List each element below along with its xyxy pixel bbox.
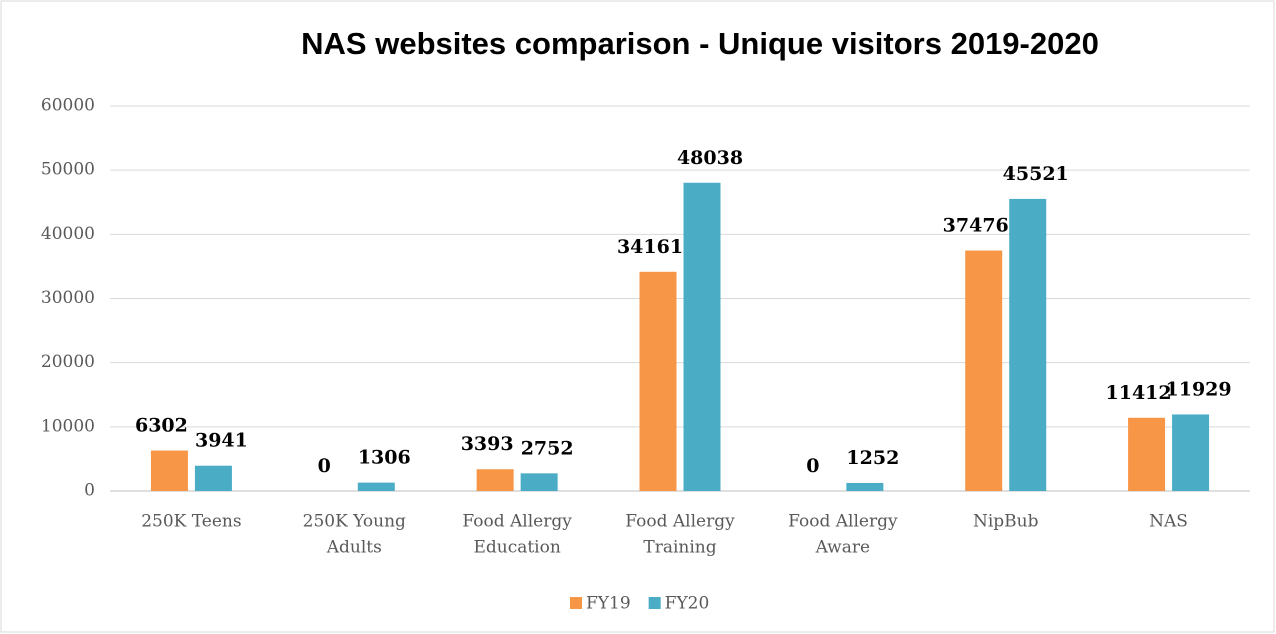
value-label: 45521: [1003, 163, 1069, 185]
value-label: 11929: [1166, 378, 1232, 400]
y-tick-label: 0: [84, 481, 95, 501]
y-tick-label: 60000: [41, 96, 95, 116]
value-label: 0: [318, 455, 331, 477]
value-label: 2752: [521, 437, 574, 459]
value-label: 48038: [677, 147, 743, 169]
x-tick-label: Food Allergy: [625, 512, 735, 532]
bar: [639, 271, 677, 491]
bar: [683, 182, 721, 491]
legend-label: FY20: [665, 594, 710, 614]
x-tick-label: Food Allergy: [462, 512, 572, 532]
bar: [1172, 414, 1210, 491]
value-label: 1306: [358, 447, 411, 469]
y-tick-label: 40000: [41, 224, 95, 244]
bar: [150, 450, 188, 491]
bar: [965, 250, 1003, 491]
y-tick-label: 10000: [41, 416, 95, 436]
value-label: 3393: [461, 433, 514, 455]
bar: [1128, 417, 1166, 491]
bar: [520, 473, 558, 491]
y-tick-label: 20000: [41, 352, 95, 372]
value-label: 11412: [1106, 382, 1172, 404]
legend-swatch: [570, 597, 582, 609]
x-tick-label: NipBub: [973, 512, 1039, 532]
bar: [476, 469, 514, 491]
value-label: 6302: [135, 415, 188, 437]
value-label: 0: [806, 455, 819, 477]
x-tick-label: Training: [643, 538, 716, 558]
x-tick-label: Aware: [815, 538, 870, 558]
value-label: 34161: [617, 236, 683, 258]
legend-swatch: [648, 597, 661, 609]
x-tick-label: 250K Young: [303, 512, 406, 532]
x-tick-label: Education: [473, 538, 560, 558]
bar: [846, 482, 884, 491]
bar: [357, 482, 395, 491]
value-label: 37476: [943, 215, 1009, 237]
x-tick-label: Food Allergy: [788, 512, 898, 532]
bar: [1009, 198, 1047, 491]
y-tick-label: 50000: [41, 160, 95, 180]
x-tick-label: NAS: [1149, 512, 1188, 532]
value-label: 1252: [846, 447, 899, 469]
value-label: 3941: [195, 430, 248, 452]
bar: [194, 465, 232, 491]
chart-title: NAS websites comparison - Unique visitor…: [301, 26, 1099, 61]
legend-label: FY19: [586, 594, 631, 614]
x-tick-label: Adults: [326, 538, 382, 558]
y-tick-label: 30000: [41, 288, 95, 308]
x-tick-label: 250K Teens: [141, 512, 241, 532]
